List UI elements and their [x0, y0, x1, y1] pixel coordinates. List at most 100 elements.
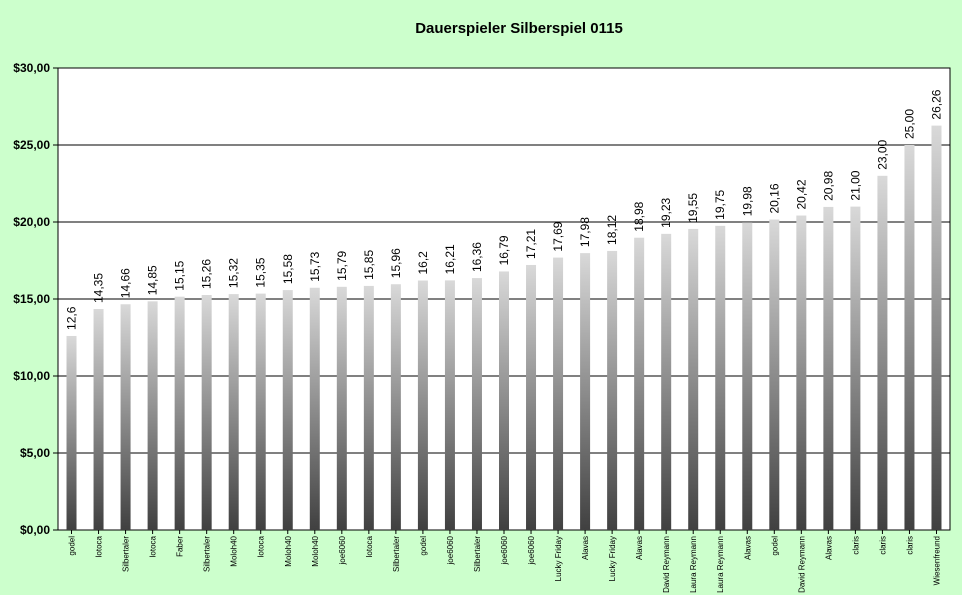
bar [823, 206, 834, 530]
bar [526, 264, 537, 530]
data-label: 15,15 [173, 260, 187, 290]
bar [877, 175, 888, 531]
data-labels: 12,6 14,35 14,66 14,85 15,15 15,26 15,32 15,35 1… [65, 89, 944, 330]
data-label: 14,85 [146, 265, 160, 295]
x-tick-label: Silbertaler [122, 536, 131, 572]
x-tick-label: Iotoca [95, 535, 104, 557]
bar [201, 294, 212, 530]
x-tick-label: Silbertaler [473, 536, 482, 572]
data-label: 17,21 [524, 229, 538, 259]
data-label: 14,66 [119, 268, 133, 298]
x-tick-label: Lucky Friday [608, 536, 617, 581]
bar [66, 335, 77, 530]
x-tick-label: joe6060 [500, 535, 509, 565]
bar [742, 222, 753, 531]
bar [174, 296, 185, 530]
bar [471, 278, 482, 530]
data-label: 18,98 [632, 201, 646, 231]
bar [607, 250, 618, 530]
x-tick-label: Silbertaler [203, 536, 212, 572]
data-label: 16,21 [443, 244, 457, 274]
bar [715, 225, 726, 530]
x-tick-label: Moloh40 [230, 535, 239, 566]
bar [769, 219, 780, 530]
x-tick-label: joe6060 [446, 535, 455, 565]
bar [553, 257, 564, 530]
bar [904, 145, 915, 530]
y-tick-label: $10,00 [13, 369, 50, 383]
bar [120, 304, 131, 530]
x-tick-label: Alavas [581, 536, 590, 560]
x-tick-label: godel [419, 536, 428, 556]
x-tick-label: Alavas [743, 536, 752, 560]
x-tick-label: claris [905, 536, 914, 555]
bar [796, 215, 807, 531]
x-tick-label: Faber [176, 536, 185, 557]
bar [282, 290, 293, 530]
data-label: 12,6 [65, 306, 79, 330]
bar [147, 301, 158, 530]
data-label: 14,35 [92, 273, 106, 303]
data-label: 19,75 [713, 189, 727, 219]
bars [66, 125, 942, 531]
data-label: 16,2 [416, 251, 430, 275]
data-label: 17,98 [578, 217, 592, 247]
data-label: 16,36 [470, 242, 484, 272]
x-tick-label: Moloh40 [284, 535, 293, 566]
x-tick-label: David Reymann [662, 536, 671, 593]
y-tick-label: $0,00 [20, 523, 50, 537]
x-tick-label: Moloh40 [311, 535, 320, 566]
y-tick-label: $20,00 [13, 215, 50, 229]
data-label: 23,00 [875, 139, 889, 169]
data-label: 15,79 [335, 250, 349, 280]
data-label: 25,00 [902, 109, 916, 139]
x-tick-label: Silbertaler [392, 536, 401, 572]
data-label: 19,98 [740, 186, 754, 216]
y-tick-label: $15,00 [13, 292, 50, 306]
bar [499, 271, 509, 530]
x-tick-label: godel [68, 536, 77, 556]
x-tick-label: godel [770, 536, 779, 556]
data-label: 19,55 [686, 193, 700, 223]
x-tick-label: Iotoca [149, 535, 158, 557]
x-tick-label: Laura Reymann [689, 536, 698, 593]
bar [363, 285, 374, 530]
y-tick-label: $30,00 [13, 61, 50, 75]
bar [580, 253, 591, 530]
bar [93, 309, 104, 530]
bar [390, 284, 401, 530]
bar [255, 293, 266, 530]
data-label: 15,26 [200, 259, 214, 289]
bar [417, 280, 428, 530]
bar [309, 287, 320, 530]
bar [688, 228, 699, 530]
data-label: 18,12 [605, 215, 619, 245]
x-tick-label: Wiesenfreund [932, 536, 941, 585]
data-label: 26,26 [929, 89, 943, 119]
data-label: 16,79 [497, 235, 511, 265]
x-tick-label: Iotoca [257, 535, 266, 557]
x-tick-label: claris [878, 536, 887, 555]
x-axis: godel Iotoca Silbertaler Iotoca Faber Silbert… [68, 530, 941, 593]
data-label: 17,69 [551, 221, 565, 251]
x-tick-label: claris [851, 536, 860, 555]
data-label: 21,00 [848, 170, 862, 200]
y-axis: $0,00 $5,00 $10,00 $15,00 $20,00 $25,00 $30,00 [13, 61, 58, 537]
data-label: 15,73 [308, 251, 322, 281]
bar [634, 237, 645, 530]
x-tick-label: Lucky Friday [554, 536, 563, 581]
data-label: 20,16 [767, 183, 781, 213]
bar [336, 286, 347, 530]
bar [444, 280, 455, 530]
x-tick-label: Laura Reymann [716, 536, 725, 593]
bar [931, 125, 942, 530]
x-tick-label: joe6060 [338, 535, 347, 565]
data-label: 15,85 [362, 250, 376, 280]
x-tick-label: Alavas [635, 536, 644, 560]
data-label: 15,96 [389, 248, 403, 278]
y-tick-label: $25,00 [13, 138, 50, 152]
chart-title: Dauerspieler Silberspiel 0115 [415, 20, 623, 37]
data-label: 15,35 [254, 257, 268, 287]
